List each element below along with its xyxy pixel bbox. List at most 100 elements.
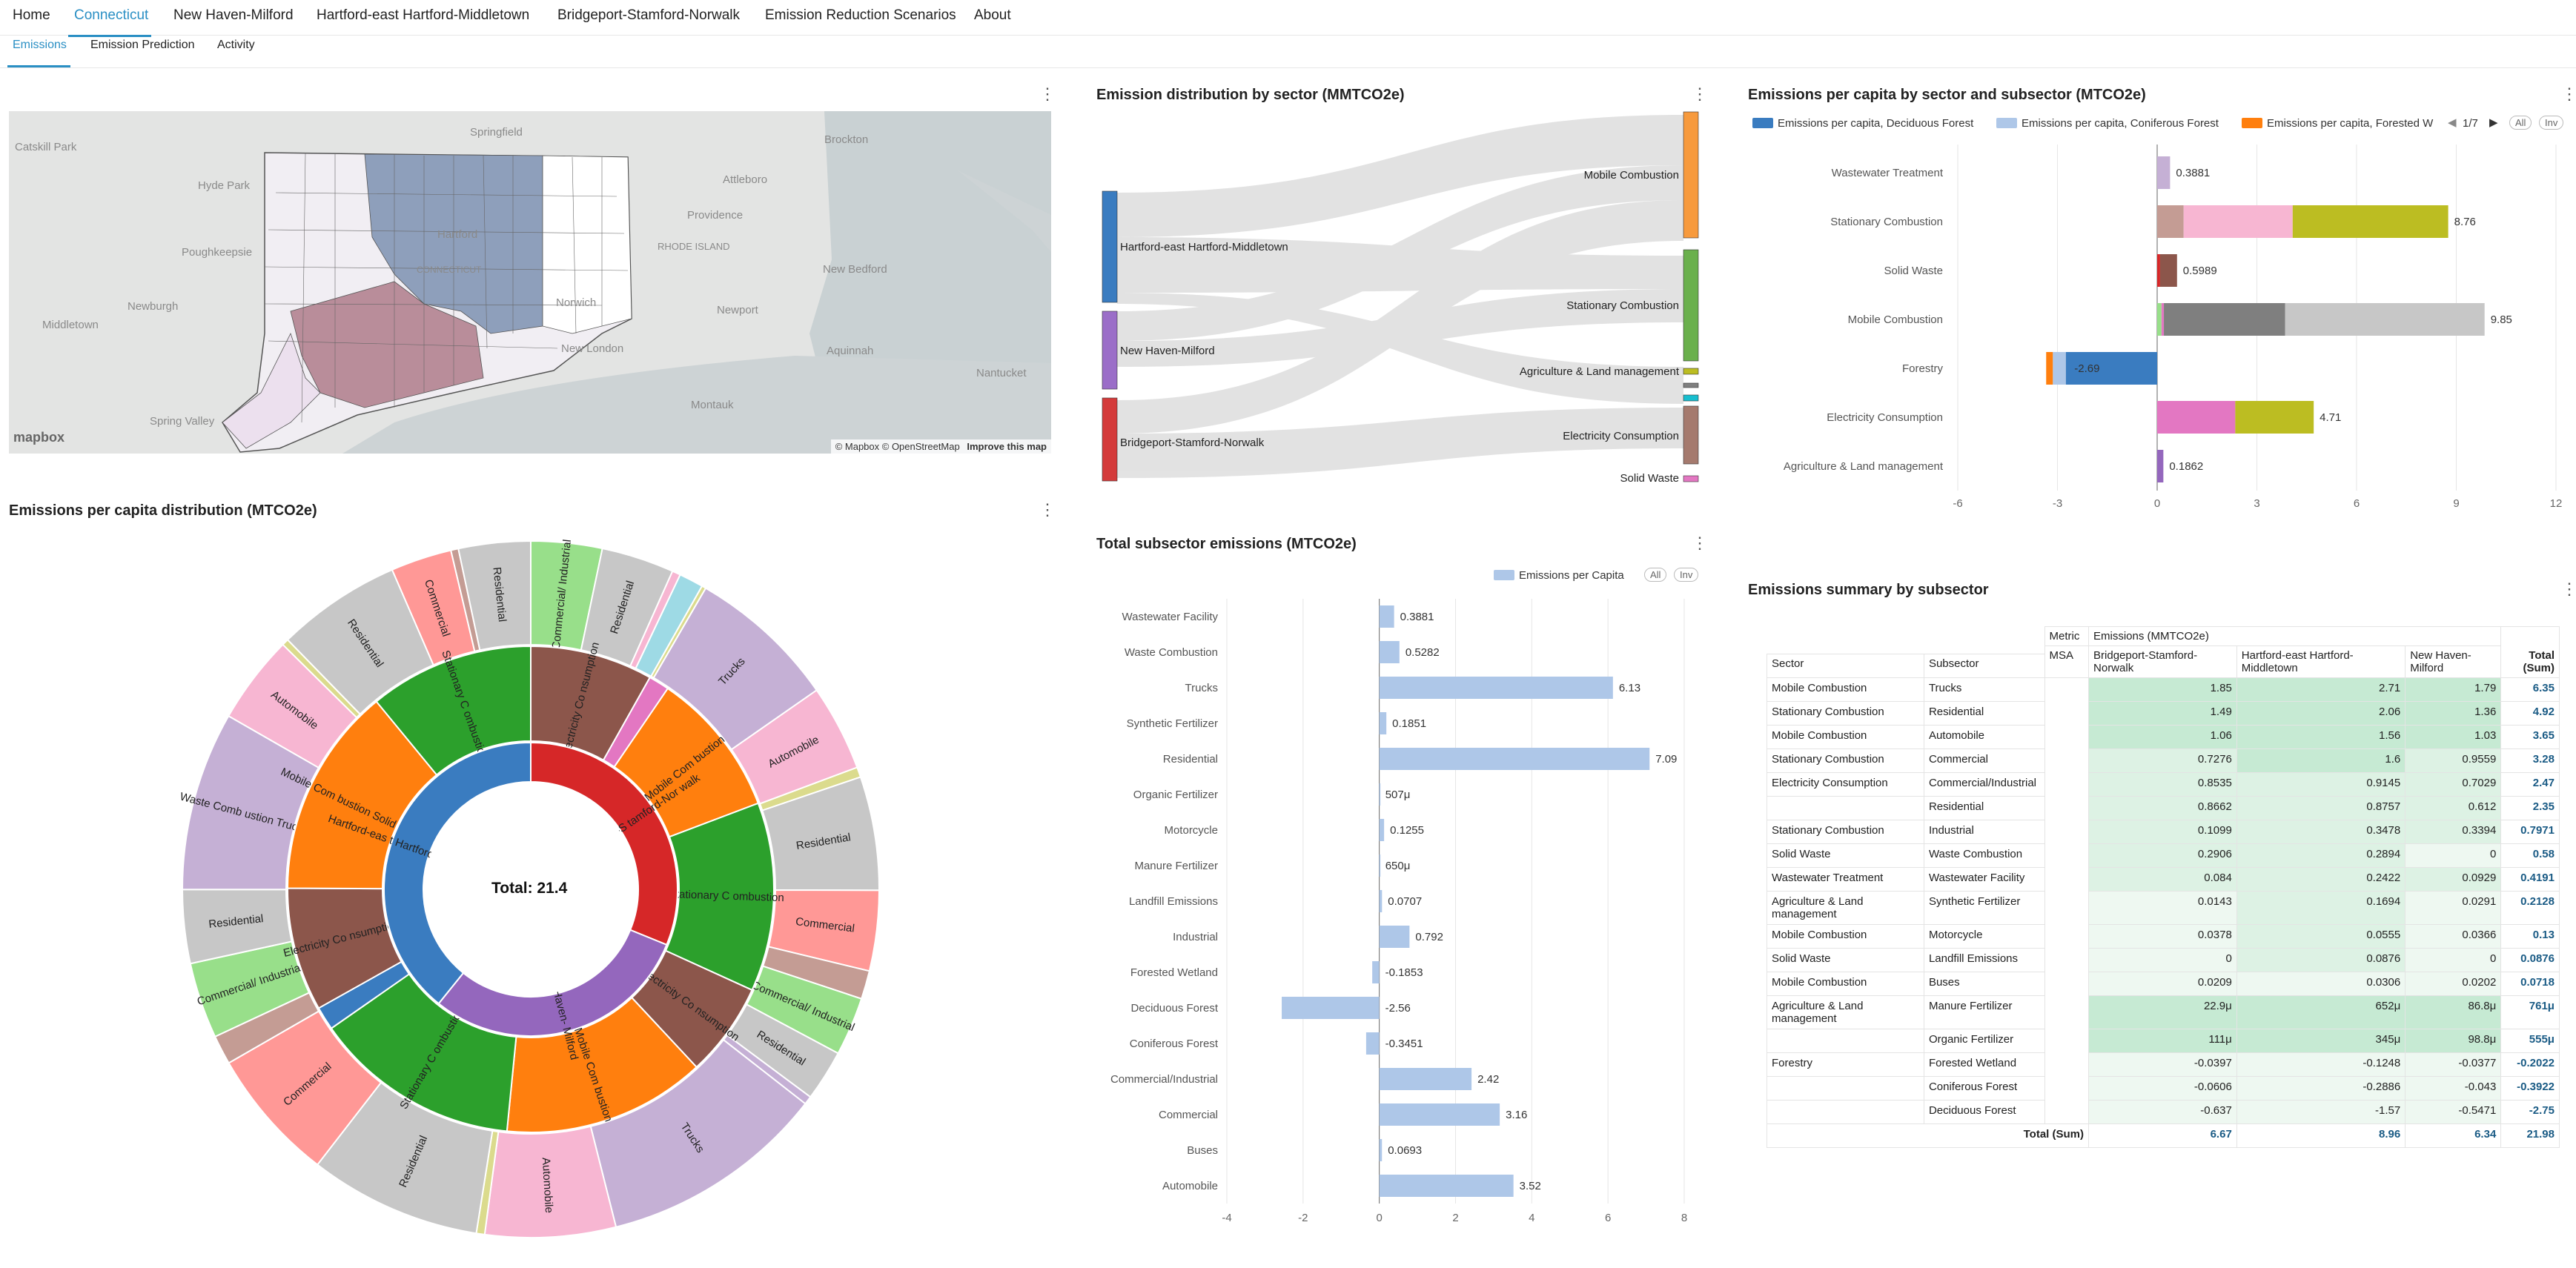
value-cell: 0.8662: [2088, 796, 2237, 820]
pc-xtick-label: 0: [2154, 497, 2160, 510]
value-cell: 22.9μ: [2088, 995, 2237, 1029]
improve-map-link[interactable]: Improve this map: [967, 441, 1047, 452]
pc-bar-segment[interactable]: [2292, 205, 2448, 238]
subtab-activity[interactable]: Activity: [217, 39, 255, 51]
map-menu-kebab[interactable]: ⋮: [1039, 84, 1056, 103]
legend-coniferous[interactable]: Emissions per capita, Coniferous Forest: [1996, 117, 2219, 130]
sunburst-segment[interactable]: [530, 741, 678, 946]
sector-cell: Stationary Combustion: [1767, 748, 1924, 773]
sub-bar[interactable]: [1379, 854, 1381, 877]
sunburst-segment[interactable]: [286, 700, 438, 890]
subsector-inv-button[interactable]: Inv: [1674, 568, 1699, 582]
sunburst-menu-kebab[interactable]: ⋮: [1039, 500, 1056, 519]
grand-total-cell: 6.34: [2405, 1123, 2502, 1148]
node-hartford[interactable]: [1102, 190, 1118, 303]
map-view[interactable]: Springfield Brockton Catskill Park Attle…: [9, 111, 1051, 454]
sub-bar[interactable]: [1379, 890, 1383, 912]
pc-bar-segment[interactable]: [2157, 450, 2164, 482]
sub-bar[interactable]: [1379, 605, 1394, 628]
percapita-menu-kebab[interactable]: ⋮: [2561, 84, 2576, 103]
subsector-legend[interactable]: Emissions per Capita: [1494, 569, 1624, 582]
sub-bar[interactable]: [1379, 677, 1613, 699]
node-agriculture[interactable]: [1683, 368, 1699, 375]
pc-bar-segment[interactable]: [2065, 352, 2157, 385]
summary-spacer: [1924, 646, 2044, 654]
sub-bar[interactable]: [1379, 712, 1387, 734]
pc-bar-segment[interactable]: [2157, 205, 2184, 238]
sector-cell: [1767, 1100, 1924, 1124]
pc-bar-segment[interactable]: [2157, 401, 2236, 434]
pc-bar-segment[interactable]: [2164, 303, 2285, 336]
sunburst-segment[interactable]: [457, 540, 532, 651]
node-electricity[interactable]: [1683, 405, 1699, 465]
col-hartford[interactable]: Hartford-east Hartford-Middletown: [2236, 645, 2406, 678]
pc-bar-segment[interactable]: [2157, 303, 2162, 336]
sub-bar[interactable]: [1379, 1103, 1500, 1126]
total-row-label: Total (Sum): [1766, 1123, 2090, 1148]
mapbox-logo[interactable]: mapbox: [13, 430, 65, 445]
legend-forested-wetland[interactable]: Emissions per capita, Forested W: [2242, 117, 2442, 130]
pc-bar-segment[interactable]: [2159, 254, 2177, 287]
pc-bar-segment[interactable]: [2235, 401, 2314, 434]
subsector-menu-kebab[interactable]: ⋮: [1692, 534, 1708, 552]
row-total-cell: 0.58: [2500, 843, 2560, 868]
subtab-emissions[interactable]: Emissions: [13, 39, 67, 51]
sub-bar[interactable]: [1372, 961, 1380, 983]
pc-bar-segment[interactable]: [2053, 352, 2066, 385]
legend-prev-icon[interactable]: ◀: [2448, 116, 2457, 129]
sankey-menu-kebab[interactable]: ⋮: [1692, 84, 1708, 103]
sunburst-segment[interactable]: [437, 929, 668, 1037]
node-stationary[interactable]: [1683, 249, 1699, 362]
subtab-emission-prediction[interactable]: Emission Prediction: [90, 39, 195, 51]
tab-new-haven-milford[interactable]: New Haven-Milford: [173, 7, 294, 23]
sub-bar[interactable]: [1379, 748, 1650, 770]
sunburst-segment[interactable]: [383, 741, 532, 1005]
total-col-header[interactable]: Total (Sum): [2500, 626, 2560, 678]
sub-bar[interactable]: [1379, 1068, 1472, 1090]
tab-reduction-scenarios[interactable]: Emission Reduction Scenarios: [765, 7, 956, 23]
sub-bar[interactable]: [1379, 1175, 1514, 1197]
sunburst-segment[interactable]: [375, 645, 532, 776]
summary-menu-kebab[interactable]: ⋮: [2561, 580, 2576, 598]
map-label-hartford: Hartford: [437, 228, 478, 241]
col-bridgeport[interactable]: Bridgeport-Stamford-Norwalk: [2088, 645, 2237, 678]
subsector-all-button[interactable]: All: [1644, 568, 1667, 582]
node-wastewater[interactable]: [1683, 394, 1699, 402]
value-cell: 0.7276: [2088, 748, 2237, 773]
sub-bar[interactable]: [1365, 1032, 1380, 1055]
pc-bar-segment[interactable]: [2046, 352, 2053, 385]
summary-row: Wastewater Treatment Wastewater Facility 0…: [1767, 867, 2560, 892]
tab-bridgeport[interactable]: Bridgeport-Stamford-Norwalk: [557, 7, 741, 23]
node-solid-waste[interactable]: [1683, 475, 1699, 482]
node-newhaven[interactable]: [1102, 311, 1118, 390]
col-newhaven[interactable]: New Haven-Milford: [2405, 645, 2502, 678]
subsector-header[interactable]: Subsector: [1923, 653, 2045, 679]
active-tab-indicator: [68, 35, 151, 37]
tab-about[interactable]: About: [974, 7, 1011, 23]
pc-bar-segment[interactable]: [2183, 205, 2293, 238]
sub-bar[interactable]: [1379, 1139, 1383, 1161]
sub-bar[interactable]: [1379, 926, 1410, 948]
pc-category-label: Wastewater Treatment: [1832, 167, 1944, 179]
tab-hartford[interactable]: Hartford-east Hartford-Middletown: [317, 7, 530, 23]
top-nav: Home Connecticut New Haven-Milford Hartf…: [0, 0, 2576, 37]
tab-connecticut[interactable]: Connecticut: [74, 7, 149, 23]
sub-bar[interactable]: [1379, 819, 1385, 841]
pc-bar-segment[interactable]: [2161, 303, 2165, 336]
sub-bar[interactable]: [1282, 997, 1380, 1019]
legend-next-icon[interactable]: ▶: [2489, 116, 2498, 129]
pc-bar-segment[interactable]: [2157, 156, 2171, 189]
sector-header[interactable]: Sector: [1767, 653, 1924, 679]
pc-bar-segment[interactable]: [2157, 254, 2160, 287]
tab-home[interactable]: Home: [13, 7, 50, 23]
node-mobile[interactable]: [1683, 111, 1699, 239]
sub-bar[interactable]: [1379, 641, 1400, 663]
node-bridgeport[interactable]: [1102, 397, 1118, 482]
sub-bar[interactable]: [1379, 783, 1381, 806]
legend-deciduous[interactable]: Emissions per capita, Deciduous Forest: [1752, 117, 1973, 130]
legend-all-button[interactable]: All: [2509, 116, 2532, 130]
map-label-springfield: Springfield: [470, 126, 523, 139]
legend-inv-button[interactable]: Inv: [2539, 116, 2564, 130]
pc-bar-segment[interactable]: [2285, 303, 2485, 336]
node-forestry[interactable]: [1683, 382, 1699, 388]
